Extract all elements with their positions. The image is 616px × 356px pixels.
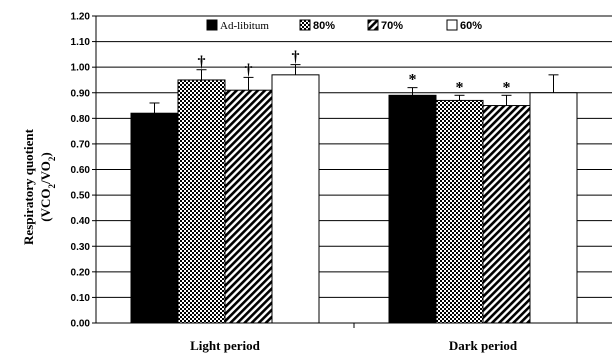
- y-tick-label: 1.10: [71, 37, 91, 48]
- bar-adlibitum-0: [130, 112, 179, 324]
- y-tick-label: 1.20: [71, 12, 91, 23]
- legend-swatch: [299, 19, 311, 31]
- legend-label: Ad-libitum: [220, 20, 269, 32]
- bar-adlibitum-1: [388, 94, 437, 324]
- bar-80-1: [435, 99, 484, 324]
- significance-mark: *: [409, 72, 417, 89]
- y-tick-label: 0.80: [71, 114, 91, 125]
- legend-swatch: [367, 19, 379, 31]
- y-axis-title-line1: Respiratory quotient: [21, 128, 36, 245]
- bar-80-0: [177, 79, 226, 324]
- legend-swatch: [446, 19, 458, 31]
- bar-70-0: [224, 89, 273, 324]
- significance-mark: *: [503, 79, 511, 96]
- bar-60-1: [529, 92, 578, 324]
- bar-70-1: [482, 105, 531, 324]
- category-label: Dark period: [449, 338, 518, 353]
- significance-mark: †: [292, 49, 300, 66]
- y-tick-label: 0.00: [71, 319, 91, 330]
- legend-swatch: [206, 19, 218, 31]
- category-labels: Light period Dark period: [190, 338, 518, 353]
- significance-mark: †: [245, 61, 253, 78]
- category-label: Light period: [190, 338, 260, 353]
- y-tick-label: 0.10: [71, 293, 91, 304]
- bar-60-0: [271, 74, 320, 324]
- legend-label: 80%: [313, 20, 335, 32]
- y-tick-label: 0.70: [71, 139, 91, 150]
- y-axis-title-line2: (VCO2/VO2): [38, 152, 57, 221]
- y-tick-label: 1.00: [71, 63, 91, 74]
- y-tick-label: 0.90: [71, 88, 91, 99]
- y-tick-labels: 0.00 0.10 0.20 0.30 0.40 0.50 0.60 0.70 0.80 0.90…: [71, 12, 91, 330]
- bars: [130, 74, 578, 324]
- significance-marks: † † † * * *: [198, 49, 511, 97]
- y-tick-label: 0.30: [71, 242, 91, 253]
- significance-mark: †: [198, 54, 206, 71]
- y-tick-label: 0.20: [71, 267, 91, 278]
- y-tick-label: 0.50: [71, 191, 91, 202]
- legend: Ad-libitum 80% 70% 60%: [206, 19, 482, 32]
- significance-mark: *: [456, 79, 464, 96]
- y-tick-label: 0.40: [71, 216, 91, 227]
- legend-label: 60%: [460, 20, 482, 32]
- error-bars: [149, 64, 559, 114]
- y-tick-label: 0.60: [71, 165, 91, 176]
- legend-label: 70%: [381, 20, 403, 32]
